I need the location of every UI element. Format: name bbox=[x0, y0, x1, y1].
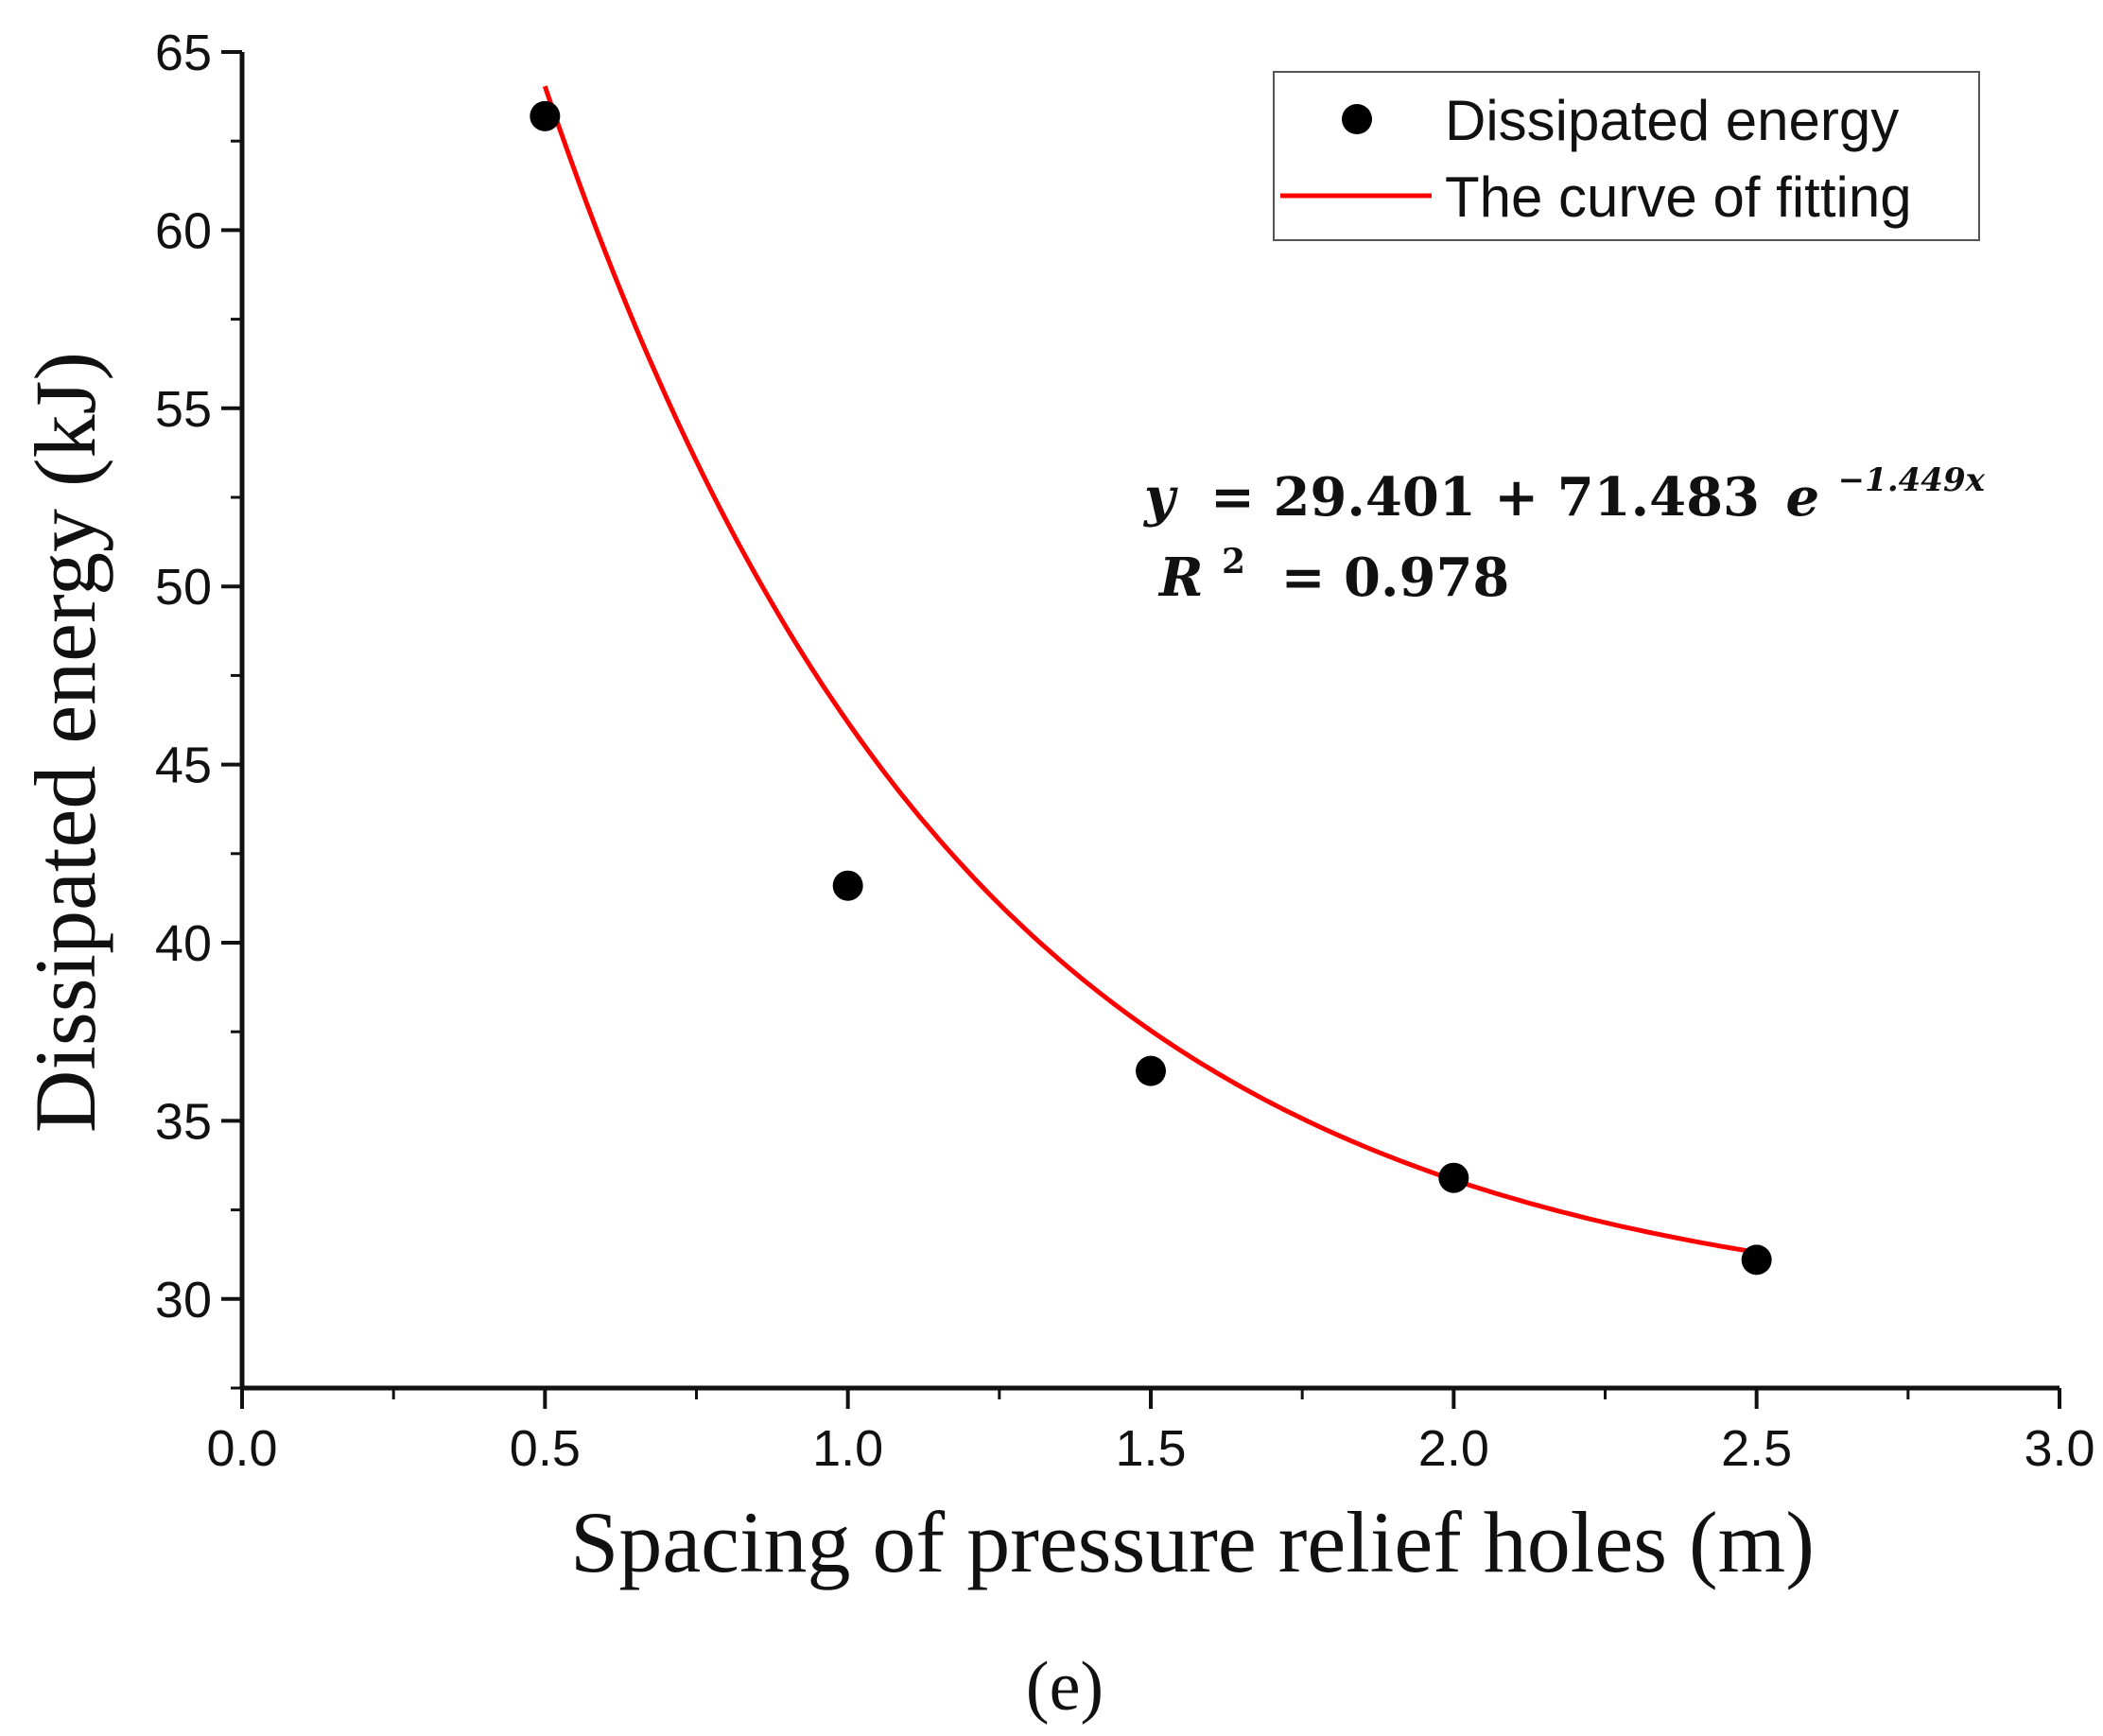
r-squared-line: R 2 = 0.978 bbox=[1157, 524, 1509, 609]
data-points-layer bbox=[530, 100, 1772, 1276]
legend-box bbox=[1273, 71, 1980, 241]
x-tick-label: 0.0 bbox=[206, 1420, 277, 1477]
y-tick-label: 55 bbox=[155, 381, 212, 438]
x-tick-label: 3.0 bbox=[2024, 1420, 2094, 1477]
equation-line: y = 29.401 + 71.483 e −1.449x bbox=[1142, 461, 1986, 529]
panel-label: (e) bbox=[1026, 1648, 1104, 1726]
y-tick-label: 50 bbox=[155, 559, 212, 616]
x-tick-label: 2.0 bbox=[1418, 1420, 1489, 1477]
legend: Dissipated energy The curve of fitting bbox=[1273, 71, 1980, 241]
x-axis-title: Spacing of pressure relief holes (m) bbox=[570, 1494, 1815, 1590]
y-tick-label: 30 bbox=[155, 1272, 212, 1328]
y-tick-label: 65 bbox=[155, 25, 212, 81]
x-tick-label: 0.5 bbox=[510, 1420, 581, 1477]
data-point bbox=[1741, 1244, 1772, 1276]
data-point bbox=[1438, 1162, 1469, 1193]
x-axis-ticks: 0.0 0.5 1.0 1.5 2.0 2.5 3.0 bbox=[206, 1388, 2095, 1477]
legend-marker-dissipated-energy bbox=[1342, 104, 1372, 134]
data-point bbox=[530, 100, 561, 131]
x-tick-label: 1.0 bbox=[812, 1420, 883, 1477]
y-tick-label: 45 bbox=[155, 738, 212, 794]
legend-label-dissipated-energy: Dissipated energy bbox=[1445, 89, 1899, 152]
x-tick-label: 2.5 bbox=[1721, 1420, 1792, 1477]
y-tick-label: 40 bbox=[155, 915, 212, 972]
fit-curve-layer bbox=[542, 85, 1758, 1255]
x-tick-label: 1.5 bbox=[1115, 1420, 1186, 1477]
y-tick-label: 60 bbox=[155, 202, 212, 259]
fit-equation: y = 29.401 + 71.483 e −1.449x R 2 = 0.97… bbox=[1142, 461, 1986, 609]
y-axis-title: Dissipated energy (kJ) bbox=[17, 352, 113, 1133]
data-point bbox=[832, 870, 863, 901]
legend-label-fitting: The curve of fitting bbox=[1445, 165, 1912, 229]
data-point bbox=[1136, 1055, 1166, 1086]
axes bbox=[239, 52, 2060, 1391]
y-axis-ticks: 30 35 40 45 50 55 60 65 bbox=[155, 25, 242, 1390]
y-tick-label: 35 bbox=[155, 1093, 212, 1150]
fit-curve bbox=[542, 85, 1758, 1255]
